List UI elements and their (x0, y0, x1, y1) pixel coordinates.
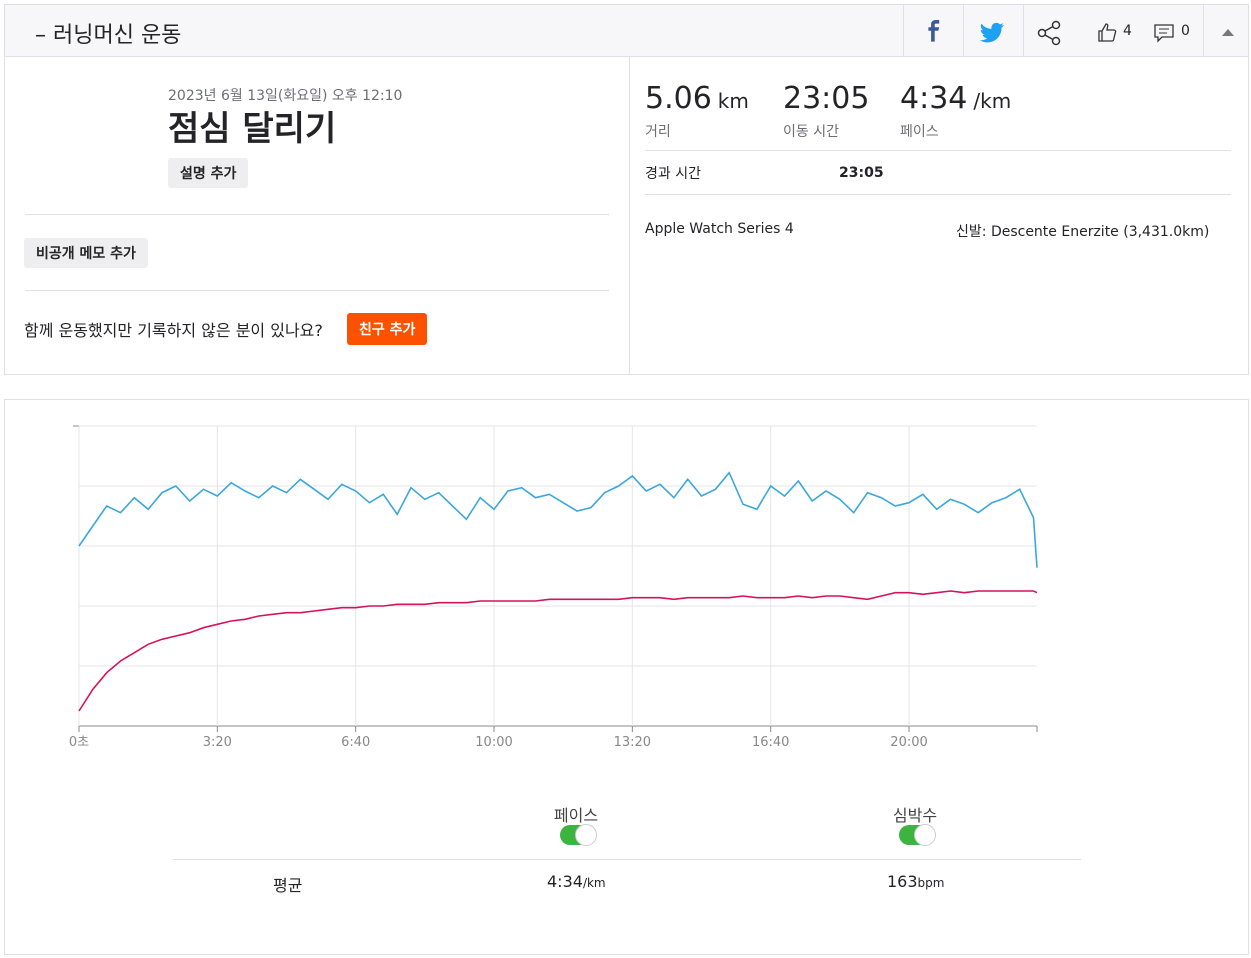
x-tick-label: 6:40 (341, 735, 370, 750)
x-tick-label: 13:20 (614, 735, 651, 750)
elapsed-value: 23:05 (839, 165, 884, 181)
x-tick-label: 0초 (69, 735, 89, 750)
divider (1023, 5, 1024, 57)
x-tick-label: 10:00 (475, 735, 512, 750)
series-line (78, 471, 1038, 568)
shoes: 신발: Descente Enerzite (3,431.0km) (956, 221, 1209, 241)
divider (903, 5, 904, 57)
divider (1203, 5, 1204, 57)
header-bar: – 러닝머신 운동 4 0 (4, 4, 1249, 57)
divider (629, 57, 630, 374)
kudos-icon[interactable] (1097, 23, 1117, 43)
average-pace: 4:34/km (547, 872, 606, 891)
activity-title: 점심 달리기 (168, 109, 337, 149)
facebook-button[interactable] (923, 20, 947, 44)
divider (25, 214, 609, 215)
legend-label: 심박수 (892, 806, 938, 825)
divider (645, 194, 1231, 195)
shoes-value: Descente Enerzite (3,431.0km) (990, 224, 1210, 240)
stat-label: 거리 (645, 124, 671, 140)
analysis-card: 0초 3:20 6:40 10:00 13:20 16:40 20:00 평균 4:34/k… (4, 399, 1249, 955)
average-pace-unit: /km (582, 876, 606, 890)
private-note-button[interactable]: 비공개 메모 추가 (24, 238, 148, 268)
add-description-button[interactable]: 설명 추가 (168, 158, 249, 188)
average-pace-value: 4:34 (547, 872, 583, 891)
stat-value: 4:34 (900, 81, 968, 116)
stat: 23:05 (783, 81, 869, 116)
divider (645, 150, 1231, 151)
twitter-button[interactable] (980, 22, 1006, 44)
kudos-count: 4 (1123, 23, 1132, 39)
collapse-button[interactable] (1222, 28, 1234, 36)
activity-date: 2023년 6월 13일(화요일) 오후 12:10 (168, 88, 403, 104)
activity-card: 2023년 6월 13일(화요일) 오후 12:10 점심 달리기 설명 추가 … (4, 56, 1249, 375)
divider (963, 5, 964, 57)
x-tick-label: 16:40 (752, 735, 789, 750)
stat-label: 페이스 (900, 124, 939, 140)
shoes-label: 신발: (956, 224, 987, 240)
add-friend-button[interactable]: 친구 추가 (347, 313, 428, 345)
average-hr-unit: bpm (917, 876, 945, 890)
legend-toggle[interactable] (560, 824, 597, 846)
comment-count: 0 (1181, 23, 1190, 39)
stat-label: 이동 시간 (783, 124, 839, 140)
stat: 4:34/km (900, 81, 1011, 116)
prompt: 함께 운동했지만 기록하지 않은 분이 있나요? (24, 321, 323, 340)
divider (173, 859, 1081, 860)
share-button[interactable] (1037, 20, 1063, 46)
x-tick-label: 3:20 (203, 735, 232, 750)
legend-toggle[interactable] (899, 824, 936, 846)
stat-value: 23:05 (783, 81, 870, 116)
chart: 0초 3:20 6:40 10:00 13:20 16:40 20:00 (69, 425, 1038, 750)
stat-unit: /km (973, 89, 1012, 113)
divider (25, 290, 609, 291)
page-title: – 러닝머신 운동 (35, 23, 182, 48)
series-line (78, 590, 1038, 712)
comment-icon[interactable] (1154, 24, 1176, 44)
average-heart-rate: 163bpm (887, 872, 944, 891)
elapsed-label: 경과 시간 (645, 166, 701, 182)
legend-label: 페이스 (553, 806, 599, 825)
device: Apple Watch Series 4 (645, 221, 794, 237)
stat-unit: km (717, 89, 749, 113)
average-hr-value: 163 (887, 872, 918, 891)
x-tick-label: 20:00 (890, 735, 927, 750)
average-label: 평균 (273, 876, 303, 895)
stat-value: 5.06 (645, 81, 712, 116)
stat: 5.06 km (645, 81, 749, 116)
